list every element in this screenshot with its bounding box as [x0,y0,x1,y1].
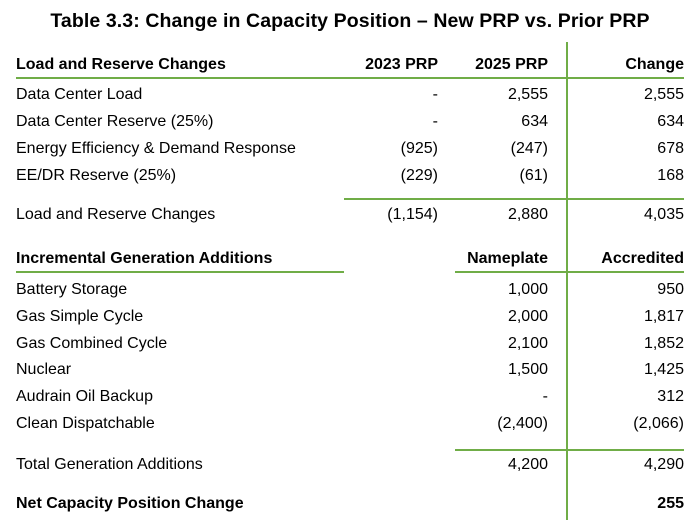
cell-accredited: 312 [657,388,684,405]
cell-nameplate: 2,100 [507,335,548,352]
section2-header: Incremental Generation Additions Namepla… [16,245,684,272]
table-row: EE/DR Reserve (25%) (229) (61) 168 [16,162,684,189]
column-header-nameplate: Nameplate [467,250,548,267]
cell-change: 168 [657,167,684,184]
cell-change: 4,035 [643,206,684,223]
row-label: Gas Combined Cycle [16,335,168,352]
subtotal-row: Load and Reserve Changes (1,154) 2,880 4… [16,201,684,228]
row-label: Data Center Reserve (25%) [16,113,214,130]
subtotal-row: Total Generation Additions 4,200 4,290 [16,451,684,478]
table-title: Table 3.3: Change in Capacity Position –… [50,10,650,32]
cell-nameplate: 1,000 [507,281,548,298]
cell-accredited: 950 [657,281,684,298]
cell-2023: (229) [400,167,438,184]
row-label: Gas Simple Cycle [16,308,144,325]
row-label: Load and Reserve Changes [16,206,216,223]
cell-2025: (247) [510,140,548,157]
cell-nameplate: 1,500 [507,361,548,378]
row-label: Battery Storage [16,281,128,298]
cell-net-change: 255 [657,495,684,512]
table-row: Data Center Load - 2,555 2,555 [16,81,684,108]
column-divider [566,42,568,520]
header-rule-2-right [455,271,684,273]
section2-header-label: Incremental Generation Additions [16,250,273,267]
cell-accredited: 4,290 [643,456,684,473]
subtotal-rule-1 [344,198,684,200]
cell-nameplate: (2,400) [497,415,548,432]
cell-accredited: 1,425 [643,361,684,378]
cell-2023: - [432,113,438,130]
column-header-change: Change [625,56,684,73]
table-row: Nuclear 1,500 1,425 [16,356,684,383]
table-row: Energy Efficiency & Demand Response (925… [16,135,684,162]
row-label: Data Center Load [16,86,143,103]
header-rule-2 [16,271,344,273]
cell-2025: (61) [519,167,548,184]
row-label: EE/DR Reserve (25%) [16,167,177,184]
cell-accredited: 1,817 [643,308,684,325]
row-label: Clean Dispatchable [16,415,155,432]
header-rule-1 [16,77,684,79]
column-header-accredited: Accredited [601,250,684,267]
column-header-2023-prp: 2023 PRP [365,56,438,73]
table-row: Data Center Reserve (25%) - 634 634 [16,108,684,135]
cell-2025: 2,555 [507,86,548,103]
table-row: Audrain Oil Backup - 312 [16,383,684,410]
cell-change: 678 [657,140,684,157]
cell-change: 2,555 [643,86,684,103]
cell-2023: (1,154) [387,206,438,223]
column-header-2025-prp: 2025 PRP [475,56,548,73]
cell-2023: - [432,86,438,103]
net-capacity-row: Net Capacity Position Change 255 [16,490,684,517]
row-label: Net Capacity Position Change [16,495,244,512]
cell-nameplate: - [542,388,548,405]
section1-header-label: Load and Reserve Changes [16,56,226,73]
row-label: Audrain Oil Backup [16,388,153,405]
table-row: Battery Storage 1,000 950 [16,276,684,303]
subtotal-rule-2 [455,449,684,451]
cell-2025: 634 [521,113,548,130]
cell-change: 634 [657,113,684,130]
cell-2023: (925) [400,140,438,157]
row-label: Total Generation Additions [16,456,203,473]
table-row: Clean Dispatchable (2,400) (2,066) [16,410,684,437]
cell-accredited: 1,852 [643,335,684,352]
cell-2025: 2,880 [507,206,548,223]
table-row: Gas Simple Cycle 2,000 1,817 [16,303,684,330]
cell-accredited: (2,066) [633,415,684,432]
row-label: Energy Efficiency & Demand Response [16,140,296,157]
cell-nameplate: 2,000 [507,308,548,325]
section1-header: Load and Reserve Changes 2023 PRP 2025 P… [16,51,684,78]
row-label: Nuclear [16,361,72,378]
table-row: Gas Combined Cycle 2,100 1,852 [16,330,684,357]
cell-nameplate: 4,200 [507,456,548,473]
